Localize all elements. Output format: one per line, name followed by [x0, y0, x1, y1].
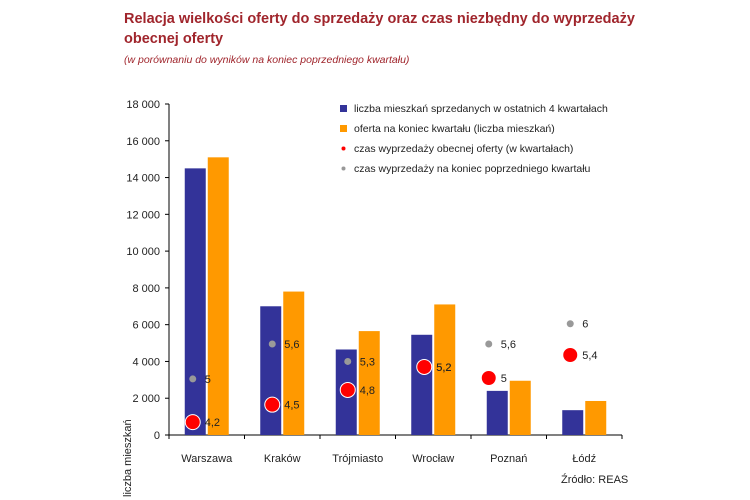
marker-current-label: 5 — [501, 373, 507, 385]
legend-label: liczba mieszkań sprzedanych w ostatnich … — [354, 103, 608, 115]
marker-current-time — [184, 414, 201, 431]
marker-current-time — [416, 358, 433, 375]
y-tick-label: 16 000 — [126, 136, 160, 148]
bar-sold — [562, 410, 584, 435]
legend-label: czas wyprzedaży obecnej oferty (w kwarta… — [354, 143, 573, 155]
marker-current-label: 4,2 — [205, 417, 220, 429]
marker-previous-time — [344, 357, 352, 365]
marker-previous-time — [189, 375, 197, 383]
chart-subtitle: (w porównaniu do wyników na koniec poprz… — [124, 54, 410, 66]
y-tick-label: 2 000 — [132, 393, 160, 405]
marker-previous-label: 5,2 — [436, 362, 451, 374]
marker-current-time — [480, 369, 497, 386]
marker-previous-label: 5 — [205, 374, 211, 386]
marker-current-label: 5,4 — [582, 350, 597, 362]
source-note: Źródło: REAS — [561, 473, 628, 486]
y-axis-label: liczba mieszkań — [122, 419, 134, 497]
legend-swatch — [341, 166, 346, 171]
bar-offer — [283, 291, 305, 435]
marker-previous-label: 5,3 — [360, 356, 375, 368]
y-tick-label: 10 000 — [126, 246, 160, 258]
bar-offer — [434, 304, 456, 435]
category-label: Łódź — [572, 453, 596, 465]
marker-previous-label: 5,6 — [501, 339, 516, 351]
chart-title: Relacja wielkości oferty do sprzedaży or… — [124, 11, 635, 47]
y-tick-label: 4 000 — [132, 356, 160, 368]
bar-offer — [585, 400, 607, 435]
bar-sold — [486, 390, 508, 435]
marker-current-time — [339, 381, 356, 398]
marker-current-time — [264, 396, 281, 413]
legend-swatch — [341, 146, 346, 151]
y-tick-label: 18 000 — [126, 99, 160, 111]
y-tick-label: 6 000 — [132, 320, 160, 332]
bar-offer — [509, 380, 531, 435]
bar-sold — [260, 306, 282, 435]
legend-swatch — [340, 125, 347, 132]
category-label: Wrocław — [412, 453, 454, 465]
marker-previous-time — [268, 340, 276, 348]
y-tick-label: 8 000 — [132, 283, 160, 295]
marker-current-time — [562, 347, 579, 364]
y-tick-label: 14 000 — [126, 173, 160, 185]
marker-previous-label: 5,6 — [284, 339, 299, 351]
legend-label: czas wyprzedaży na koniec poprzedniego k… — [354, 163, 591, 175]
y-tick-label: 12 000 — [126, 209, 160, 221]
marker-current-label: 4,5 — [284, 400, 299, 412]
marker-current-label: 4,8 — [360, 385, 375, 397]
marker-previous-time — [566, 320, 574, 328]
category-label: Trójmiasto — [332, 453, 383, 465]
bar-sold — [184, 168, 206, 435]
legend-label: oferta na koniec kwartału (liczba mieszk… — [354, 123, 555, 135]
marker-previous-time — [485, 340, 493, 348]
bar-offer — [358, 331, 380, 435]
marker-previous-label: 6 — [582, 319, 588, 331]
y-tick-label: 0 — [154, 430, 160, 442]
bar-sold — [411, 334, 433, 435]
category-label: Warszawa — [181, 453, 233, 465]
category-label: Poznań — [490, 453, 527, 465]
category-label: Kraków — [264, 453, 301, 465]
marker-current-label: 5,2 — [436, 362, 451, 374]
legend-swatch — [340, 105, 347, 112]
bar-offer — [207, 157, 229, 436]
